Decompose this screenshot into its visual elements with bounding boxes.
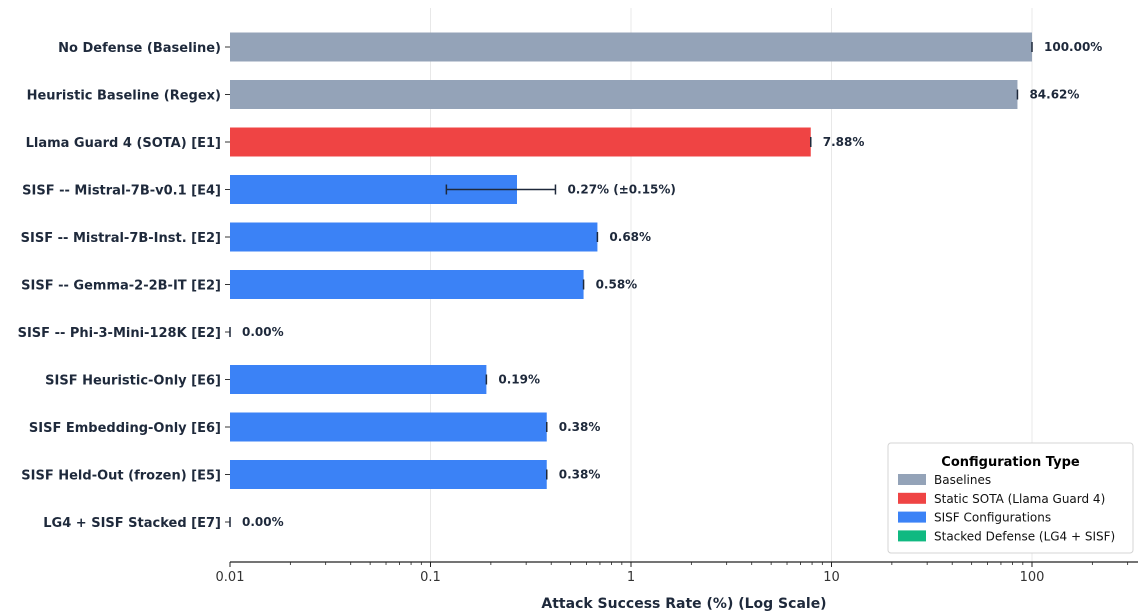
category-label: Llama Guard 4 (SOTA) [E1] xyxy=(26,136,221,151)
bar xyxy=(230,222,598,252)
legend-swatch xyxy=(898,492,926,504)
x-tick-label: 1 xyxy=(627,570,635,585)
bar xyxy=(230,412,547,442)
legend-label: Static SOTA (Llama Guard 4) xyxy=(934,492,1105,506)
category-label: SISF -- Mistral-7B-Inst. [E2] xyxy=(21,231,221,246)
legend-swatch xyxy=(898,530,926,542)
x-tick-label: 100 xyxy=(1020,570,1045,585)
category-label: SISF -- Mistral-7B-v0.1 [E4] xyxy=(22,184,221,199)
category-label: SISF -- Phi-3-Mini-128K [E2] xyxy=(18,326,221,341)
bar xyxy=(230,460,547,489)
legend-box xyxy=(887,442,1134,554)
legend-swatch xyxy=(898,511,926,523)
bar xyxy=(230,32,1032,62)
value-label: 0.00% xyxy=(242,325,284,339)
category-label: SISF Held-Out (frozen) [E5] xyxy=(21,469,221,484)
value-label: 7.88% xyxy=(823,135,865,149)
x-tick-label: 0.1 xyxy=(420,570,441,585)
legend-label: Baselines xyxy=(934,473,991,487)
category-label: LG4 + SISF Stacked [E7] xyxy=(43,516,221,531)
legend-swatch xyxy=(898,474,926,485)
x-tick-label: 10 xyxy=(823,570,840,585)
value-label: 100.00% xyxy=(1044,40,1102,54)
value-label: 0.27% (±0.15%) xyxy=(567,183,675,197)
legend-label: Stacked Defense (LG4 + SISF) xyxy=(934,529,1115,543)
category-label: SISF Embedding-Only [E6] xyxy=(29,421,221,436)
bar xyxy=(230,127,811,157)
value-label: 0.68% xyxy=(609,230,651,244)
x-tick-label: 0.01 xyxy=(216,570,245,585)
category-label: No Defense (Baseline) xyxy=(58,41,221,56)
category-label: SISF Heuristic-Only [E6] xyxy=(45,374,221,389)
value-label: 0.00% xyxy=(242,515,284,529)
value-label: 0.19% xyxy=(498,373,540,387)
x-axis-title: Attack Success Rate (%) (Log Scale) xyxy=(541,596,826,612)
legend-title: Configuration Type xyxy=(941,455,1080,470)
category-label: Heuristic Baseline (Regex) xyxy=(27,89,221,104)
bar xyxy=(230,270,584,299)
category-label: SISF -- Gemma-2-2B-IT [E2] xyxy=(21,279,221,294)
value-label: 84.62% xyxy=(1029,88,1079,102)
value-label: 0.38% xyxy=(559,468,601,482)
bar xyxy=(230,80,1018,109)
bar xyxy=(230,365,487,394)
value-label: 0.58% xyxy=(596,278,638,292)
legend-label: SISF Configurations xyxy=(934,511,1051,525)
value-label: 0.38% xyxy=(559,420,601,434)
